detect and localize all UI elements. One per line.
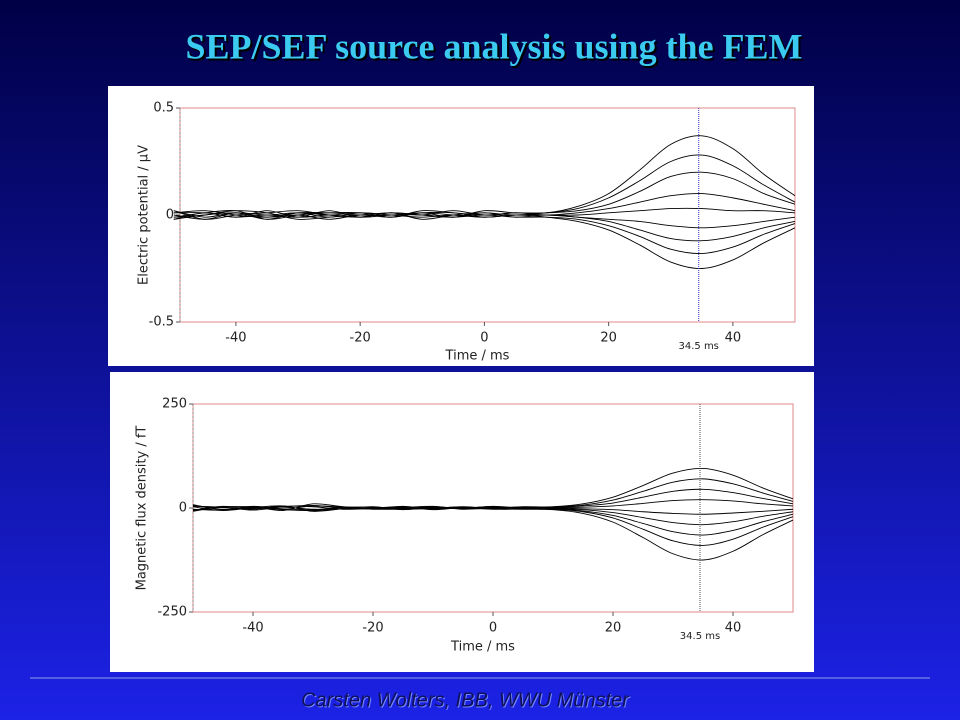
trace [173,171,796,218]
time-marker-label: 34.5 ms [680,631,720,642]
x-tick-label: 0 [480,331,488,346]
y-tick-label: -0.5 [149,315,174,330]
y-axis-label: Magnetic flux density / fT [135,426,150,591]
trace [173,210,796,269]
x-axis-label: Time / ms [445,349,510,364]
trace [173,210,796,229]
x-tick-label: -20 [362,621,383,636]
charts: -0.5 0 0.5 -40 -20 0 20 40 Time / ms Electric pot… [108,86,814,672]
x-tick-label: 0 [489,621,497,636]
x-tick-label: -40 [242,621,263,636]
x-tick-label: 20 [605,621,622,636]
footer: Carsten Wolters, IBB, WWU Münster [301,689,630,711]
y-tick-label: 0 [179,501,187,516]
x-tick-label: 40 [725,331,742,346]
chart-panel [110,372,814,672]
x-tick-label: 20 [600,331,617,346]
x-tick-label: -20 [350,331,371,346]
y-axis-label: Electric potential / μV [137,145,152,285]
y-tick-label: 250 [162,397,187,412]
trace [192,505,794,546]
time-marker-label: 34.5 ms [679,341,719,352]
trace [192,505,794,561]
trace [173,210,796,255]
slide-title: SEP/SEF source analysis using the FEM [185,26,802,66]
y-tick-label: 0 [166,208,174,223]
y-tick-label: -250 [157,605,187,620]
chart-panel [108,86,814,366]
x-axis-label: Time / ms [450,640,515,655]
x-tick-label: -40 [225,331,246,346]
x-tick-label: 40 [725,621,742,636]
y-tick-label: 0.5 [153,101,174,116]
